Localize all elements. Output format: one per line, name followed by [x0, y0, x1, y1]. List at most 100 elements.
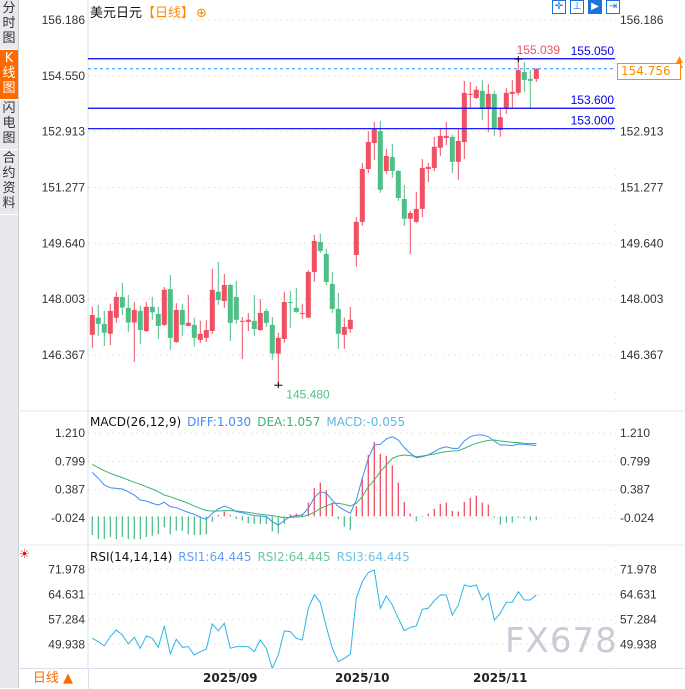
rsi-tick-label-right: 71.978 — [620, 562, 657, 576]
candle-body — [317, 241, 323, 251]
candle-body — [365, 142, 371, 169]
candle-body — [329, 283, 335, 309]
range-icon[interactable]: ⊥ — [570, 0, 584, 14]
price-tick-label-right: 152.913 — [620, 125, 664, 139]
candle-body — [149, 306, 155, 313]
dea-value: DEA:1.057 — [257, 415, 321, 429]
dea-line — [92, 439, 537, 519]
diff-line — [91, 434, 537, 526]
candle-body — [377, 131, 383, 190]
price-tick-label-right: 151.277 — [620, 180, 664, 194]
rsi1-value: RSI1:64.445 — [178, 550, 252, 564]
level-label: 153.600 — [571, 93, 615, 107]
candle-body — [431, 146, 437, 168]
candle-body — [281, 302, 287, 339]
add-indicator-icon[interactable]: ⊕ — [196, 6, 207, 21]
rsi-tick-label-right: 49.938 — [620, 637, 657, 651]
current-price-label: 154.756 — [617, 63, 681, 80]
candle-body — [125, 307, 131, 323]
macd-tick-label-right: 0.799 — [620, 454, 650, 468]
candle-body — [227, 284, 233, 323]
candle-body — [269, 324, 275, 354]
candle-body — [155, 313, 161, 326]
candle-body — [509, 91, 515, 94]
macd-tick-label-right: 1.210 — [620, 426, 650, 440]
candle-body — [107, 310, 113, 334]
candle-body — [521, 72, 527, 80]
rsi-tick-label-left: 49.938 — [48, 637, 85, 651]
candle-body — [263, 310, 269, 323]
macd-tick-label-left: 1.210 — [55, 426, 85, 440]
macd-tick-label-right: 0.387 — [620, 483, 650, 497]
rsi-tick-label-left: 71.978 — [48, 562, 85, 576]
rsi3-value: RSI3:64.445 — [336, 550, 410, 564]
macd-value: MACD:-0.055 — [326, 415, 406, 429]
candle-body — [185, 322, 191, 326]
candle-body — [347, 319, 353, 329]
high-price-label: 155.039 — [517, 43, 561, 57]
rsi2-value: RSI2:64.445 — [257, 550, 331, 564]
candle-body — [443, 135, 449, 138]
candle-body — [251, 320, 257, 329]
candle-body — [299, 312, 305, 314]
candle-body — [89, 315, 95, 335]
candle-body — [323, 253, 329, 282]
x-axis-date-label: 2025/09 — [203, 671, 258, 685]
candle-body — [359, 168, 365, 222]
candle-body — [239, 320, 245, 322]
macd-tick-label-left: 0.387 — [55, 483, 85, 497]
candle-body — [341, 326, 347, 335]
candle-body — [215, 291, 221, 300]
price-tick-label-left: 154.550 — [42, 69, 86, 83]
crosshair-icon[interactable]: ✛ — [552, 0, 566, 14]
bottom-bar: 日线 ▲ — [18, 668, 685, 689]
price-tick-label-left: 146.367 — [42, 348, 86, 362]
level-label: 155.050 — [571, 44, 615, 58]
candle-body — [413, 208, 419, 222]
candle-body — [119, 296, 125, 308]
candle-body — [143, 306, 149, 332]
macd-title: MACD(26,12,9) — [90, 415, 182, 429]
diff-value: DIFF:1.030 — [187, 415, 252, 429]
watermark-logo: FX678 — [505, 621, 618, 661]
candle-body — [467, 93, 473, 95]
rsi-line — [92, 569, 537, 670]
price-tick-label-left: 156.186 — [42, 13, 86, 27]
tab-flash-chart[interactable]: 闪电图 — [0, 100, 18, 150]
chart-title: 美元日元【日线】 ⊕ — [90, 2, 207, 21]
candle-body — [131, 309, 137, 323]
tab-contract-info[interactable]: 合约资料 — [0, 150, 18, 215]
candle-body — [275, 337, 281, 354]
candle-body — [383, 156, 389, 172]
candle-body — [491, 93, 497, 130]
tab-time-chart[interactable]: 分时图 — [0, 0, 18, 50]
period-label: 【日线】 — [142, 6, 195, 21]
candle-body — [221, 284, 227, 302]
chart-mode-icon[interactable]: ▶ — [588, 0, 602, 14]
price-tick-label-left: 151.277 — [42, 180, 86, 194]
macd-tick-label-left: 0.799 — [55, 454, 85, 468]
candle-body — [173, 309, 179, 342]
candle-body — [101, 323, 107, 333]
candle-body — [197, 333, 203, 340]
settings-sun-icon[interactable]: ☀ — [19, 547, 30, 561]
rsi-title: RSI(14,14,14) — [90, 550, 173, 564]
period-select-button[interactable]: 日线 ▲ — [18, 669, 89, 689]
candle-body — [389, 157, 395, 172]
tab-label: 闪电图 — [2, 101, 16, 146]
candle-body — [449, 136, 455, 162]
candle-body — [395, 171, 401, 198]
candle-body — [419, 167, 425, 209]
rsi-tick-label-left: 57.284 — [48, 612, 85, 626]
rsi-tick-label-right: 64.631 — [620, 587, 657, 601]
price-tick-label-left: 149.640 — [42, 236, 86, 250]
candle-body — [179, 309, 185, 325]
price-tick-label-left: 148.003 — [42, 292, 86, 306]
level-label: 153.000 — [571, 114, 615, 128]
rsi-tick-label-right: 57.284 — [620, 612, 657, 626]
scroll-right-icon[interactable]: ⇥ — [606, 0, 620, 14]
